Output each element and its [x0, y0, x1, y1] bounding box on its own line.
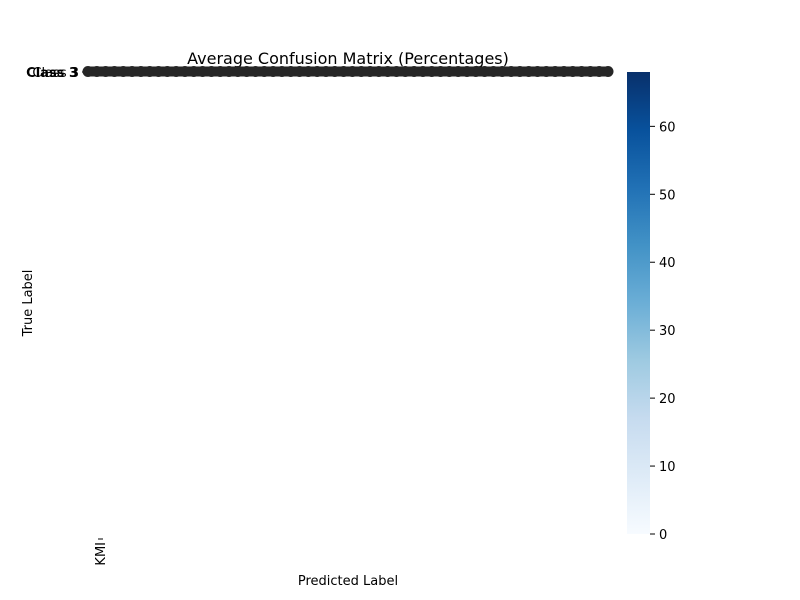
chart-title: Average Confusion Matrix (Percentages): [187, 49, 509, 68]
x-axis-label: Predicted Label: [298, 574, 398, 589]
cell-annotation: [214, 66, 226, 77]
cell-annotation: [205, 66, 217, 77]
cell-annotation: [452, 66, 464, 77]
colorbar-tick-label: 60: [659, 120, 676, 135]
cell-annotation: [294, 66, 306, 77]
cell-annotation: [338, 66, 350, 77]
cell-annotation: [355, 66, 367, 77]
cell-annotation: [584, 66, 596, 77]
cell-annotation: [249, 66, 261, 77]
cell-annotation: [602, 66, 614, 77]
cell-annotation: [135, 66, 147, 77]
cell-annotation: [408, 66, 420, 77]
cell-annotation: [593, 66, 605, 77]
cell-annotation: [108, 66, 120, 77]
cell-annotation: [126, 66, 138, 77]
cell-annotation: [302, 66, 314, 77]
cell-annotation: [461, 66, 473, 77]
cell-annotation: [417, 66, 429, 77]
colorbar-tick-label: 50: [659, 188, 676, 203]
cell-annotation: [364, 66, 376, 77]
cell-annotation: [153, 66, 165, 77]
cell-annotation: [197, 66, 209, 77]
cell-annotation: [144, 66, 156, 77]
cell-annotation: [161, 66, 173, 77]
cell-annotation: [487, 66, 499, 77]
row-label-overlap: Class 3: [32, 66, 79, 81]
x-ticks: KMI: [94, 538, 109, 566]
cell-annotation: [373, 66, 385, 77]
cell-annotation: [223, 66, 235, 77]
cell-annotation: [470, 66, 482, 77]
cell-annotation: [540, 66, 552, 77]
y-axis-label: True Label: [21, 270, 36, 338]
colorbar-tick-label: 20: [659, 392, 676, 407]
cell-annotation: [576, 66, 588, 77]
colorbar-ticks: 0 10 20 30 40 50 60: [650, 120, 676, 543]
row-label: Class 3: [26, 66, 78, 81]
cell-annotation: [426, 66, 438, 77]
colorbar-tick-label: 30: [659, 324, 676, 339]
cell-annotation: [258, 66, 270, 77]
cell-annotation: [117, 66, 129, 77]
cell-annotation: [523, 66, 535, 77]
cell-annotation: [232, 66, 244, 77]
cell-annotation: [329, 66, 341, 77]
cell-annotation: [179, 66, 191, 77]
cell-annotation: [549, 66, 561, 77]
colorbar-tick-label: 40: [659, 256, 676, 271]
cell-annotation: [267, 66, 279, 77]
overlapping-cell-annotations: [82, 66, 614, 77]
cell-annotation: [320, 66, 332, 77]
cell-annotation: [531, 66, 543, 77]
cell-annotation: [311, 66, 323, 77]
cell-annotation: [91, 66, 103, 77]
cell-annotation: [496, 66, 508, 77]
cell-annotation: [241, 66, 253, 77]
cell-annotation: [276, 66, 288, 77]
cell-annotation: [346, 66, 358, 77]
cell-annotation: [479, 66, 491, 77]
cell-annotation: [567, 66, 579, 77]
cell-annotation: [443, 66, 455, 77]
colorbar-tick-label: 10: [659, 460, 676, 475]
cell-annotation: [435, 66, 447, 77]
cell-annotation: [188, 66, 200, 77]
cell-annotation: [170, 66, 182, 77]
cell-annotation: [382, 66, 394, 77]
colorbar-tick-label: 0: [659, 528, 667, 543]
x-tick-label: KMI: [94, 542, 109, 566]
cell-annotation: [399, 66, 411, 77]
cell-annotation: [390, 66, 402, 77]
cell-annotation: [558, 66, 570, 77]
cell-annotation: [505, 66, 517, 77]
cell-annotation: [82, 66, 94, 77]
cell-annotation: [514, 66, 526, 77]
cell-annotation: [100, 66, 112, 77]
cell-annotation: [285, 66, 297, 77]
colorbar: [627, 72, 650, 534]
